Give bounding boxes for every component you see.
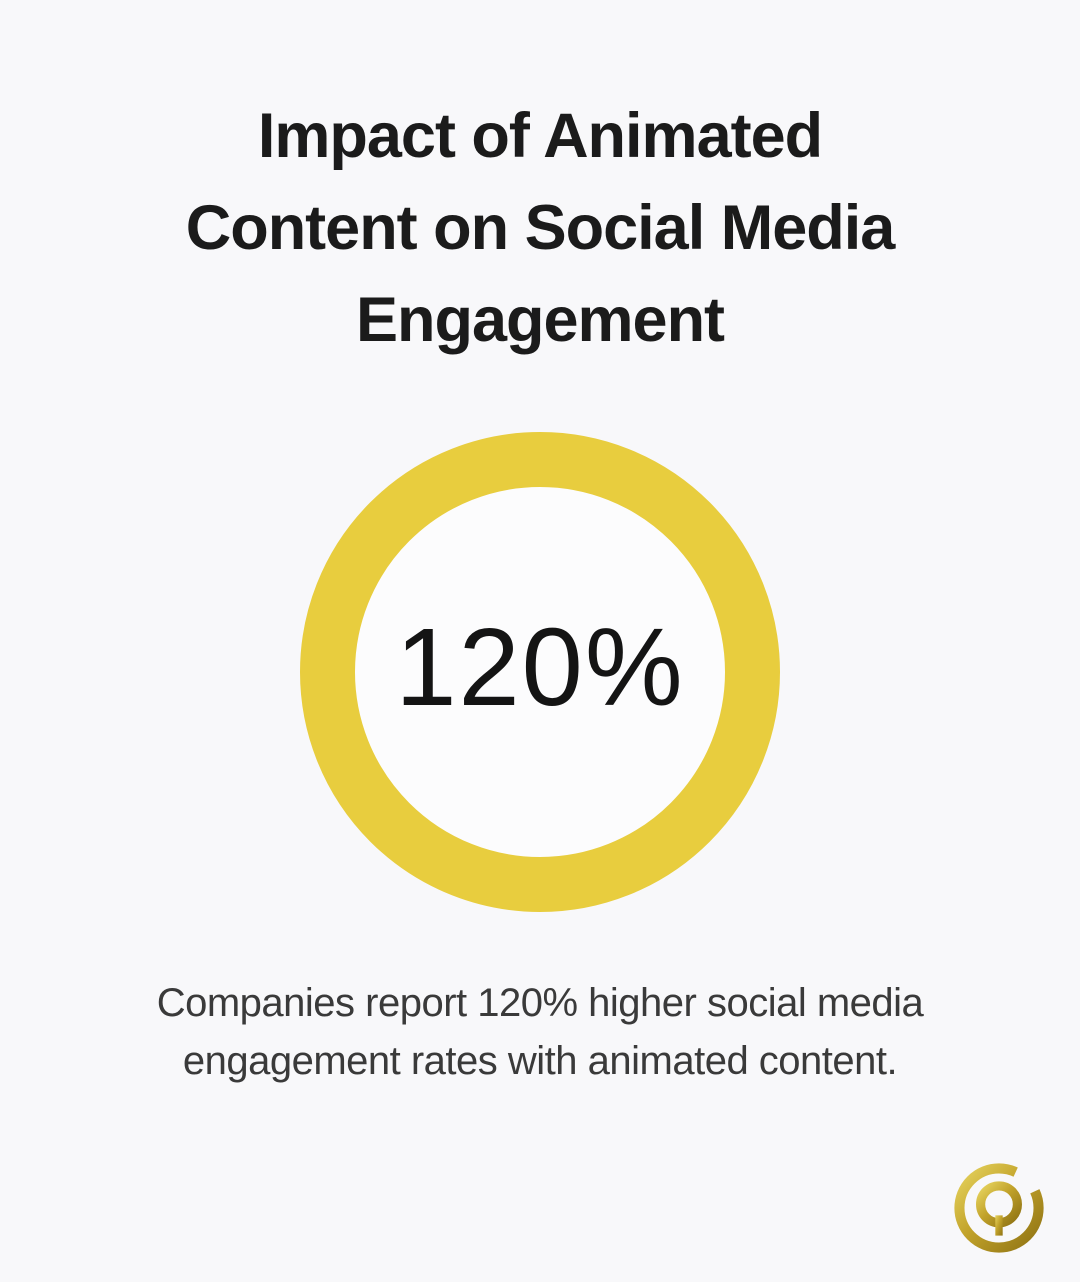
brand-logo-icon xyxy=(954,1163,1044,1253)
caption: Companies report 120% higher social medi… xyxy=(0,974,1080,1090)
stat-ring: 120% xyxy=(300,432,780,912)
stat-value: 120% xyxy=(395,606,685,729)
page-title: Impact of Animated Content on Social Med… xyxy=(0,0,1080,366)
page-title-line-2: Content on Social Media xyxy=(185,193,896,263)
logo-q-tail xyxy=(995,1215,1003,1236)
caption-line-2: engagement rates with animated content. xyxy=(182,1039,898,1083)
logo-outer-ring xyxy=(954,1163,1044,1253)
caption-line-1: Companies report 120% higher social medi… xyxy=(156,981,924,1025)
page-title-line-3: Engagement xyxy=(355,285,725,355)
page-title-line-1: Impact of Animated xyxy=(257,101,823,171)
